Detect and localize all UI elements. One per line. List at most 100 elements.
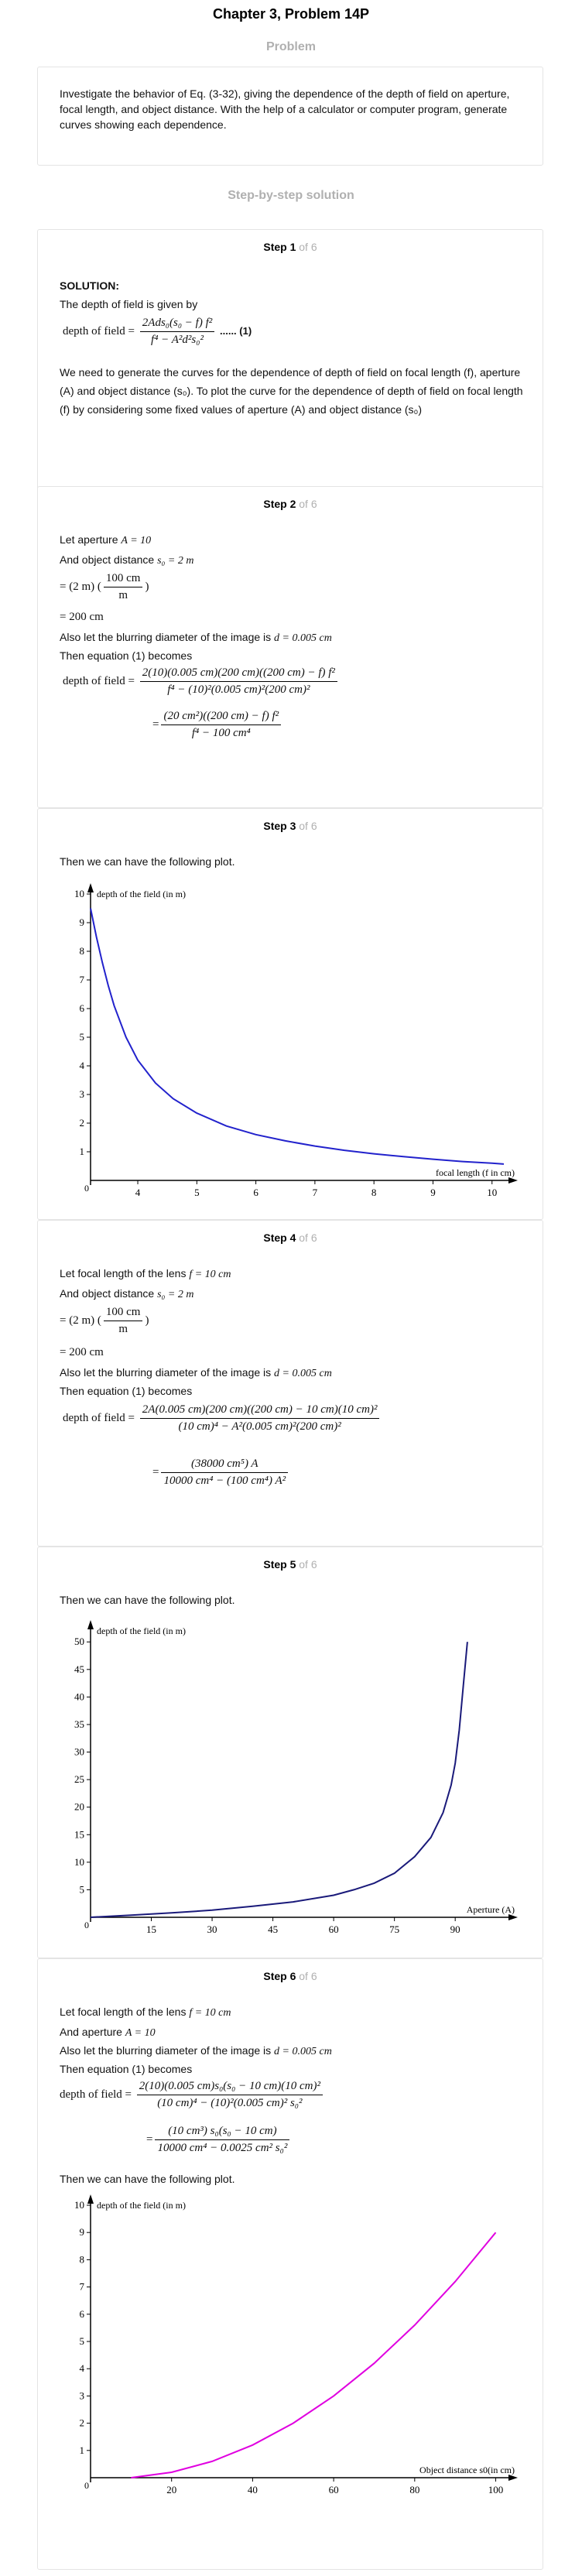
- x-tick-label: 60: [329, 1923, 339, 1935]
- y-tick-label: 30: [74, 1746, 84, 1758]
- x-tick-label: 100: [488, 2484, 504, 2496]
- step-5-card: Step 5 of 6 Then we can have the followi…: [37, 1547, 543, 1958]
- equation-6a: depth of field = 2(10)(0.005 cm)s₀(s₀ − …: [60, 2080, 325, 2110]
- x-tick-label: 90: [450, 1923, 460, 1935]
- chart-aperture: 15 30 45 60 75 90 5 10 15 20 25 30 35 40 45 50 0 depth of…: [74, 1620, 518, 1935]
- y-axis-label: depth of the field (in m): [97, 2200, 186, 2211]
- y-tick-label: 3: [80, 1088, 85, 1100]
- unit-conversion-result: = 200 cm: [60, 1346, 104, 1358]
- y-tick-label: 7: [80, 2281, 85, 2293]
- y-tick-label: 5: [80, 2335, 85, 2347]
- y-tick-label: 10: [74, 1856, 84, 1868]
- x-tick-label: 6: [253, 1187, 258, 1198]
- x-axis-arrow: [508, 2475, 518, 2481]
- problem-card: Investigate the behavior of Eq. (3-32), …: [37, 67, 543, 166]
- step-3-title: Step 3 of 6: [263, 820, 317, 832]
- y-tick-label: 1: [80, 2444, 85, 2456]
- y-tick-label: 20: [74, 1801, 84, 1813]
- solution-heading: Step-by-step solution: [228, 189, 354, 202]
- problem-heading: Problem: [265, 40, 316, 53]
- origin-label: 0: [84, 1920, 89, 1930]
- blur-diameter-line: Also let the blurring diameter of the im…: [60, 2044, 332, 2057]
- x-tick-label: 7: [313, 1187, 318, 1198]
- unit-conversion: = (2 m) (100 cm m): [60, 572, 149, 601]
- step-1-intro: The depth of field is given by: [60, 298, 198, 310]
- step-6-text: Then we can have the following plot.: [60, 2173, 235, 2185]
- y-tick-label: 4: [80, 2362, 85, 2374]
- problem-text: Investigate the behavior of Eq. (3-32), …: [60, 87, 510, 131]
- y-tick-label: 35: [74, 1718, 84, 1730]
- equation-4b: = (38000 cm⁵) A 10000 cm⁴ − (100 cm⁴) A²: [152, 1458, 290, 1488]
- x-axis-arrow: [508, 1914, 518, 1920]
- step-4-title: Step 4 of 6: [263, 1231, 317, 1244]
- equation-becomes-line: Then equation (1) becomes: [60, 649, 193, 662]
- y-axis-arrow: [87, 2194, 94, 2204]
- equation-becomes-line: Then equation (1) becomes: [60, 1385, 193, 1397]
- aperture-line: Let aperture A = 10: [60, 533, 152, 546]
- y-axis-arrow: [87, 1620, 94, 1629]
- y-tick-label: 4: [80, 1060, 85, 1071]
- step-1-title: Step 1 of 6: [263, 241, 317, 253]
- aperture-line: And aperture A = 10: [60, 2026, 156, 2039]
- y-axis-label: depth of the field (in m): [97, 889, 186, 899]
- y-tick-label: 8: [80, 2253, 85, 2265]
- y-tick-label: 6: [80, 2308, 85, 2320]
- step-2-title: Step 2 of 6: [263, 498, 317, 510]
- y-tick-label: 5: [80, 1883, 85, 1895]
- y-tick-label: 45: [74, 1663, 84, 1675]
- x-tick-label: 5: [194, 1187, 199, 1198]
- step-5-text: Then we can have the following plot.: [60, 1594, 235, 1606]
- y-tick-label: 1: [80, 1146, 85, 1157]
- x-tick-label: 8: [371, 1187, 377, 1198]
- y-tick-label: 15: [74, 1828, 84, 1840]
- y-tick-label: 9: [80, 916, 85, 928]
- chapter-title: Chapter 3, Problem 14P: [212, 6, 370, 22]
- unit-conversion-result: = 200 cm: [60, 611, 104, 623]
- y-tick-label: 40: [74, 1690, 84, 1702]
- y-tick-label: 10: [74, 2199, 84, 2211]
- y-tick-label: 3: [80, 2389, 85, 2401]
- step-6-title: Step 6 of 6: [263, 1970, 317, 1982]
- step-1-explanation: We need to generate the curves for the d…: [60, 366, 523, 416]
- equation-2a: depth of field = 2(10)(0.005 cm)(200 cm)…: [63, 666, 340, 697]
- equation-4a: depth of field = 2A(0.005 cm)(200 cm)((2…: [63, 1403, 382, 1434]
- x-tick-label: 40: [248, 2484, 258, 2496]
- x-axis-arrow: [508, 1177, 518, 1184]
- step-6-card: Step 6 of 6 Let focal length of the lens…: [37, 1958, 543, 2570]
- x-axis-label: focal length (f in cm): [436, 1167, 515, 1178]
- equation-becomes-line: Then equation (1) becomes: [60, 2063, 193, 2075]
- unit-conversion: = (2 m) (100 cm m): [60, 1306, 149, 1335]
- x-tick-label: 75: [389, 1923, 399, 1935]
- step-4-card: Step 4 of 6 Let focal length of the lens…: [37, 1220, 543, 1547]
- y-tick-label: 10: [74, 888, 84, 899]
- y-tick-label: 25: [74, 1773, 84, 1785]
- series-line: [90, 908, 505, 1165]
- blur-diameter-line: Also let the blurring diameter of the im…: [60, 631, 332, 644]
- series-line: [90, 1642, 468, 1918]
- step-3-text: Then we can have the following plot.: [60, 855, 235, 868]
- x-tick-label: 20: [166, 2484, 176, 2496]
- x-tick-label: 10: [487, 1187, 497, 1198]
- equation-2b: = (20 cm²)((200 cm) − f) f² f⁴ − 100 cm⁴: [152, 710, 283, 740]
- focal-length-line: Let focal length of the lens f = 10 cm: [60, 1267, 231, 1280]
- x-tick-label: 80: [409, 2484, 419, 2496]
- x-tick-label: 4: [135, 1187, 141, 1198]
- x-tick-label: 9: [430, 1187, 436, 1198]
- step-5-title: Step 5 of 6: [263, 1558, 317, 1571]
- x-tick-label: 30: [207, 1923, 217, 1935]
- y-tick-label: 8: [80, 945, 85, 957]
- step-2-card: Step 2 of 6 Let aperture A = 10 And obje…: [37, 486, 543, 808]
- y-tick-label: 6: [80, 1002, 85, 1014]
- origin-label: 0: [84, 2480, 89, 2491]
- equation-1: depth of field = 2Ads₀(s₀ − f) f² f⁴ − A²…: [63, 317, 252, 346]
- x-tick-label: 60: [329, 2484, 339, 2496]
- equation-6b: = (10 cm³) s₀(s₀ − 10 cm) 10000 cm⁴ − 0.00…: [146, 2125, 292, 2155]
- step-3-card: Step 3 of 6 Then we can have the followi…: [37, 808, 543, 1220]
- y-axis-label: depth of the field (in m): [97, 1625, 186, 1636]
- step-1-card: Step 1 of 6 SOLUTION: The depth of field…: [37, 229, 543, 492]
- y-tick-label: 2: [80, 1117, 85, 1129]
- series-line: [131, 2232, 497, 2478]
- solution-label: SOLUTION:: [60, 279, 119, 292]
